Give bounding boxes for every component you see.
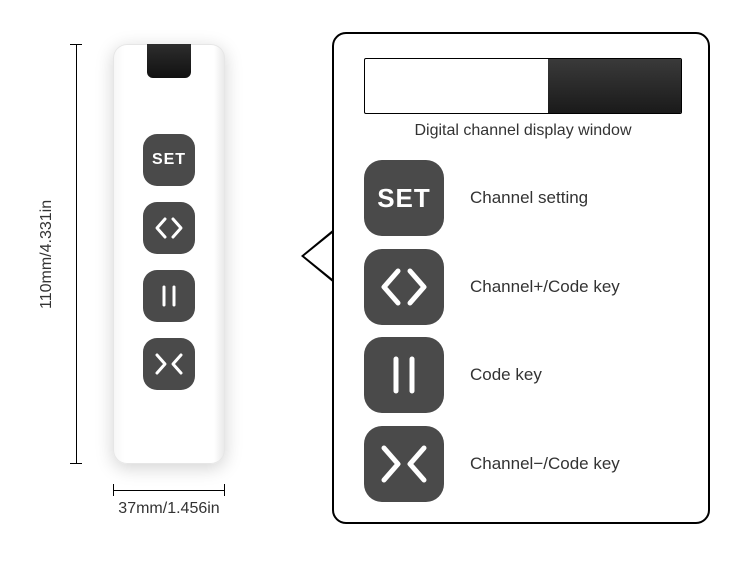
callout-pointer-icon (301, 228, 335, 284)
legend-plus-label: Channel+/Code key (470, 277, 620, 297)
height-dimension-label: 110mm/4.331in (38, 44, 56, 464)
display-window-dark-region (548, 59, 681, 113)
legend-set-button-label: SET (377, 183, 431, 214)
legend-minus-label: Channel−/Code key (470, 454, 620, 474)
legend-plus-button (364, 249, 444, 325)
legend-row-pause: Code key (364, 337, 688, 413)
legend-pause-label: Code key (470, 365, 542, 385)
remote-code-button[interactable] (143, 270, 195, 322)
display-window-label: Digital channel display window (364, 122, 682, 140)
pause-icon (152, 279, 186, 313)
chevrons-in-icon (152, 347, 186, 381)
remote-set-button[interactable]: SET (143, 134, 195, 186)
pause-icon (376, 347, 432, 403)
legend-row-set: SET Channel setting (364, 160, 688, 236)
legend-set-label: Channel setting (470, 188, 588, 208)
legend-set-button: SET (364, 160, 444, 236)
legend-panel: Digital channel display window SET Chann… (332, 32, 710, 524)
width-dimension-label: 37mm/1.456in (113, 500, 225, 518)
chevrons-in-icon (376, 436, 432, 492)
legend-row-minus: Channel−/Code key (364, 426, 688, 502)
remote-set-button-label: SET (152, 151, 186, 169)
legend-minus-button (364, 426, 444, 502)
height-dimension-line (76, 44, 77, 464)
remote-channel-minus-button[interactable] (143, 338, 195, 390)
width-dimension-line (113, 490, 225, 491)
remote-channel-plus-button[interactable] (143, 202, 195, 254)
remote-display-window (147, 44, 191, 78)
remote-device: SET (113, 44, 225, 464)
display-window-figure (364, 58, 682, 114)
legend-pause-button (364, 337, 444, 413)
legend-list: SET Channel setting Channel+/Code key Co… (364, 160, 688, 502)
chevrons-out-icon (376, 259, 432, 315)
chevrons-out-icon (152, 211, 186, 245)
legend-row-plus: Channel+/Code key (364, 249, 688, 325)
